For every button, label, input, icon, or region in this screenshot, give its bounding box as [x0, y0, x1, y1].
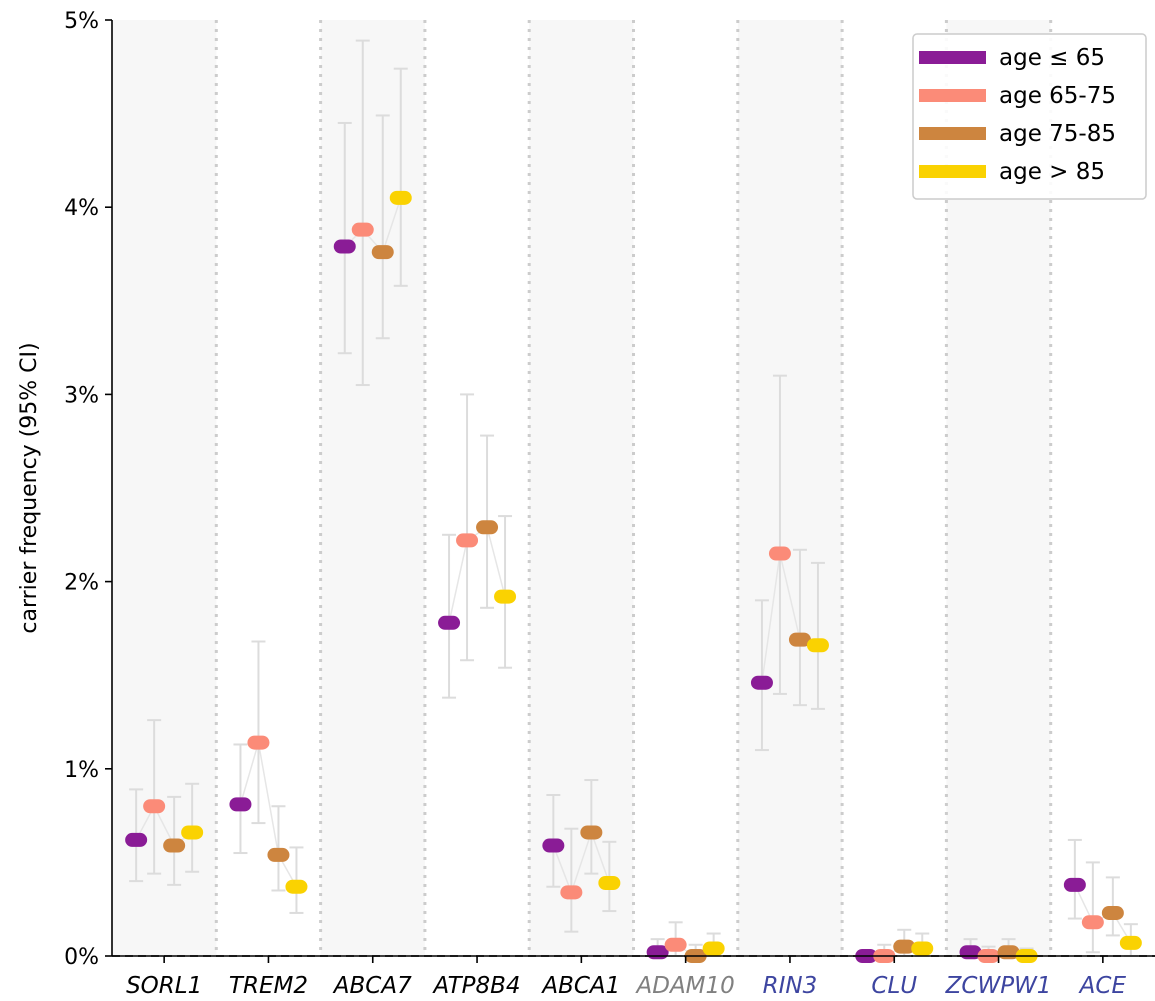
x-tick-label: CLU: [871, 973, 917, 999]
data-marker: [389, 190, 412, 205]
legend-box: [912, 33, 1147, 200]
category-band: [529, 20, 634, 956]
x-tick-label: ABCA7: [332, 973, 412, 999]
series-connector: [1074, 884, 1132, 944]
data-marker: [285, 879, 308, 894]
data-marker: [229, 797, 252, 812]
data-marker: [247, 735, 270, 750]
series-connector: [552, 830, 611, 895]
legend-label: age 65-75: [999, 83, 1116, 109]
data-marker: [333, 239, 356, 254]
data-marker: [893, 939, 916, 954]
x-tick-label: TREM2: [229, 973, 308, 999]
data-marker: [1119, 935, 1142, 950]
category-band: [112, 20, 217, 956]
x-tick-label: ZCWPW1: [945, 973, 1052, 999]
data-marker: [542, 838, 565, 853]
data-marker: [125, 832, 148, 847]
data-marker: [664, 937, 687, 952]
x-tick-label: ACE: [1078, 973, 1127, 999]
y-axis-label: carrier frequency (95% CI): [17, 342, 42, 633]
data-marker: [750, 675, 773, 690]
axes: [111, 20, 1155, 957]
legend: age ≤ 65 age 65-75 age 75-85 age > 85: [912, 33, 1147, 200]
data-marker: [476, 520, 499, 535]
data-marker: [267, 847, 290, 862]
data-marker: [1101, 905, 1124, 920]
data-marker: [580, 825, 603, 840]
legend-label: age ≤ 65: [999, 45, 1105, 71]
data-marker: [768, 546, 791, 561]
data-marker: [1081, 915, 1104, 930]
data-marker: [371, 245, 394, 260]
series-connector: [135, 804, 193, 847]
y-tick-label: 1%: [64, 758, 99, 783]
data-marker: [351, 222, 374, 237]
legend-swatch: [919, 127, 986, 140]
data-marker: [806, 638, 829, 653]
x-ticks: SORL1 TREM2 ABCA7 ATP8B4 ABCA1 ADAM10 RIN3 CLU Z…: [126, 956, 1126, 999]
data-marker: [181, 825, 204, 840]
category-band: [320, 20, 425, 956]
legend-swatch: [919, 165, 986, 178]
data-marker: [788, 632, 811, 647]
data-marker: [911, 941, 934, 956]
x-tick-label: ABCA1: [540, 973, 620, 999]
y-tick-label: 0%: [64, 945, 99, 970]
series-connector: [448, 526, 506, 623]
y-tick-label: 4%: [64, 196, 99, 221]
legend-swatch: [919, 89, 986, 102]
data-marker: [702, 941, 725, 956]
data-marker: [143, 799, 166, 814]
x-tick-label: RIN3: [763, 973, 818, 999]
legend-swatch: [919, 51, 986, 64]
legend-label: age 75-85: [999, 121, 1116, 147]
x-tick-label: SORL1: [126, 973, 202, 999]
data-marker: [1063, 877, 1086, 892]
y-ticks: 0% 1% 2% 3% 4% 5%: [64, 9, 112, 970]
data-marker: [438, 615, 461, 630]
y-tick-label: 2%: [64, 571, 99, 596]
series-connector: [239, 742, 298, 888]
data-marker: [560, 885, 583, 900]
y-tick-label: 5%: [64, 9, 99, 34]
x-tick-label: ATP8B4: [432, 973, 521, 999]
category-band: [737, 20, 843, 956]
category-bands: [112, 20, 1051, 956]
data-marker: [163, 838, 186, 853]
series-connector: [344, 197, 402, 254]
y-tick-label: 3%: [64, 383, 99, 408]
data-marker: [456, 533, 479, 548]
legend-label: age > 85: [999, 159, 1105, 185]
data-marker: [598, 875, 621, 890]
x-tick-label: ADAM10: [635, 973, 735, 999]
data-marker: [494, 589, 517, 604]
